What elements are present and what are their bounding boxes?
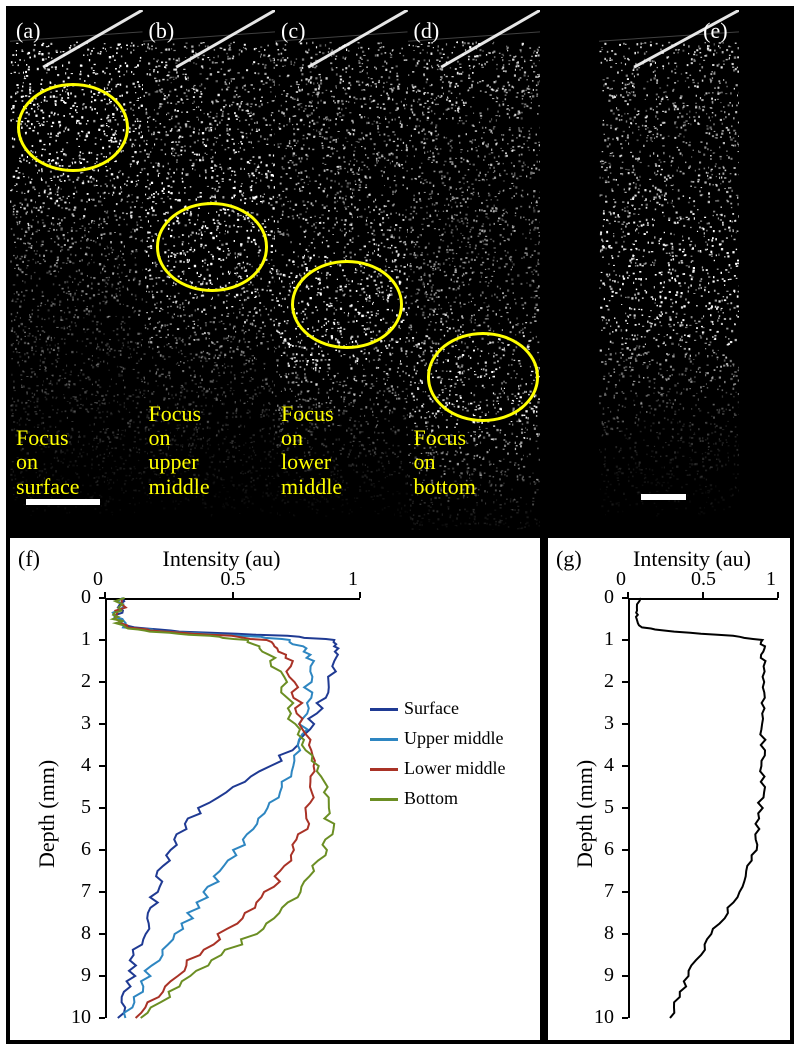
legend-item: Surface: [370, 698, 459, 719]
legend-label: Lower middle: [404, 758, 505, 778]
oct-strip-d: (d) Focusonbottom: [408, 10, 541, 530]
figure-root: (a) Focusonsurface (b) Focusonuppermiddle (c…: [0, 0, 800, 1050]
panel-letter: (e): [703, 18, 727, 44]
focus-label: Focusonlowermiddle: [281, 402, 342, 499]
legend-swatch: [370, 768, 398, 771]
legend-label: Surface: [404, 698, 459, 718]
series-line: [113, 598, 314, 1018]
series-line: [115, 598, 315, 1018]
chart-g: (g)Intensity (au)Depth (mm)00.5101234567…: [548, 538, 790, 1040]
panel-e: (e): [548, 10, 790, 530]
legend-label: Upper middle: [404, 728, 503, 748]
chart-svg: [10, 538, 540, 1040]
series-line: [113, 598, 334, 1018]
focus-label: Focusonsurface: [16, 426, 80, 499]
scalebar: [26, 499, 100, 505]
panel-abcd: (a) Focusonsurface (b) Focusonuppermiddle (c…: [10, 10, 540, 530]
oct-strip-a: (a) Focusonsurface: [10, 10, 143, 530]
focus-ellipse: [427, 332, 539, 421]
focus-ellipse: [156, 202, 268, 291]
legend-label: Bottom: [404, 788, 458, 808]
series-line: [636, 598, 766, 1018]
legend-item: Lower middle: [370, 758, 505, 779]
chart-f: (f)Intensity (au)Depth (mm)00.5101234567…: [10, 538, 540, 1040]
panel-letter: (d): [414, 18, 440, 44]
scalebar: [641, 494, 686, 500]
chart-svg: [548, 538, 790, 1040]
panel-letter: (b): [149, 18, 175, 44]
legend-item: Bottom: [370, 788, 458, 809]
oct-strip-c: (c) Focusonlowermiddle: [275, 10, 408, 530]
legend-item: Upper middle: [370, 728, 503, 749]
focus-label: Focusonbottom: [414, 426, 476, 499]
panel-letter: (a): [16, 18, 40, 44]
panel-letter: (c): [281, 18, 305, 44]
oct-strip-e: [599, 10, 739, 530]
legend-swatch: [370, 708, 398, 711]
focus-ellipse: [291, 260, 403, 349]
focus-ellipse: [17, 83, 129, 172]
legend-swatch: [370, 738, 398, 741]
focus-label: Focusonuppermiddle: [149, 402, 210, 499]
legend-swatch: [370, 798, 398, 801]
oct-strip-b: (b) Focusonuppermiddle: [143, 10, 276, 530]
